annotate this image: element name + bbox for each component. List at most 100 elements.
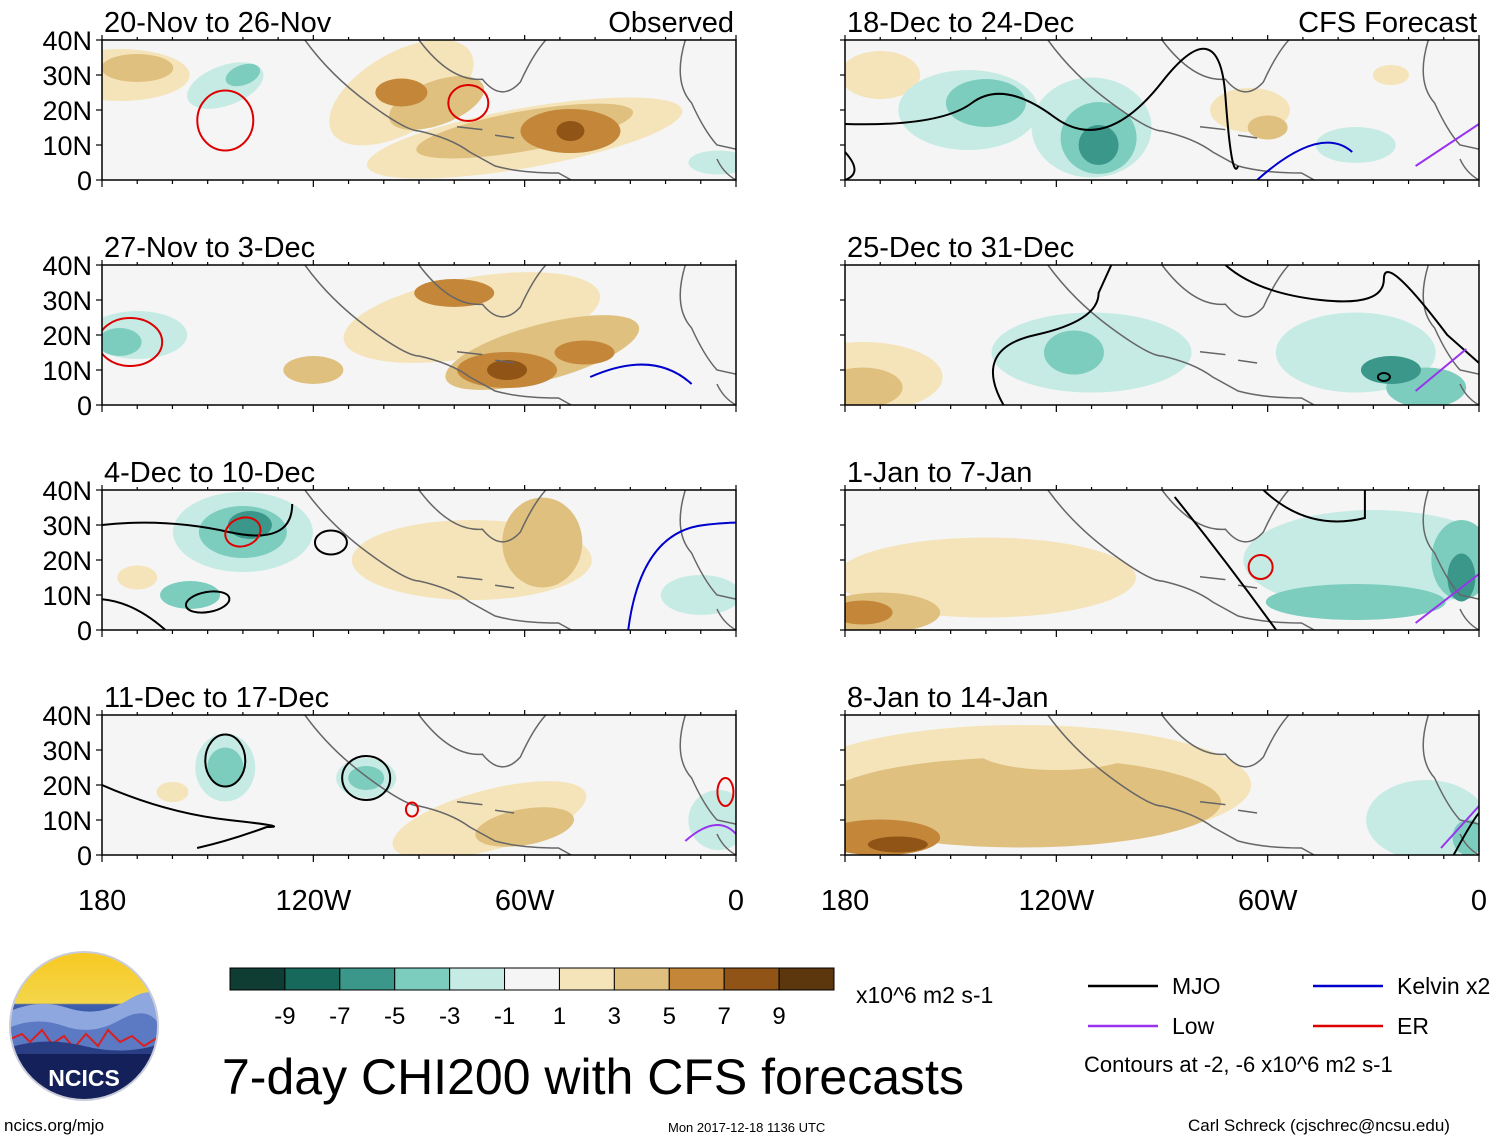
- anomaly-field: [102, 715, 736, 855]
- y-tick-label: 0: [77, 166, 92, 196]
- y-tick-label: 10N: [42, 806, 92, 836]
- chart-panel: 8-Jan to 14-Jan 180 120W 60W 0: [821, 682, 1487, 917]
- contour-line: [404, 801, 419, 818]
- anomaly-region: [867, 836, 928, 853]
- coastline: [304, 715, 736, 855]
- coastline: [304, 265, 736, 405]
- panel-title: 25-Dec to 31-Dec: [847, 232, 1074, 264]
- anomaly-region: [976, 730, 1137, 770]
- ncics-logo: NCICS: [9, 951, 159, 1101]
- anomaly-region: [207, 747, 244, 788]
- chart-panel: 1-Jan to 7-Jan: [840, 457, 1480, 637]
- anomaly-region: [945, 79, 1026, 127]
- y-tick-label: 10N: [42, 131, 92, 161]
- colorbar-swatch: [723, 967, 780, 991]
- coastline: [1047, 40, 1479, 180]
- anomaly-region: [102, 54, 174, 82]
- legend-label: Kelvin x2: [1397, 973, 1490, 999]
- y-tick-label: 20N: [42, 771, 92, 801]
- anomaly-region: [1247, 115, 1288, 140]
- contour-line: [716, 777, 735, 807]
- anomaly-region: [554, 340, 615, 365]
- contour-line: [589, 363, 693, 385]
- x-tick-label: 0: [1471, 885, 1487, 917]
- author-credit: Carl Schreck (cjschrec@ncsu.edu): [1188, 1116, 1450, 1135]
- anomaly-field: [102, 40, 736, 180]
- anomaly-region: [160, 581, 221, 609]
- anomaly-region: [117, 565, 158, 590]
- y-tick-label: 20N: [42, 546, 92, 576]
- chart-panel: 27-Nov to 3-Dec 40N 30N 20N 10N 0: [42, 232, 737, 421]
- legend-label: Low: [1172, 1013, 1215, 1039]
- colorbar-label: -1: [494, 1003, 515, 1030]
- anomaly-region: [1043, 330, 1104, 375]
- y-tick-label: 20N: [42, 321, 92, 351]
- anomaly-region: [688, 150, 736, 175]
- contour-line: [447, 84, 490, 122]
- colorbar-label: 7: [718, 1003, 731, 1030]
- panel-title: 1-Jan to 7-Jan: [847, 457, 1032, 489]
- y-tick-label: 0: [77, 391, 92, 421]
- logo-text: NCICS: [48, 1065, 120, 1091]
- chart-panel: 4-Dec to 10-Dec 40N 30N 20N 10N 0: [42, 457, 737, 646]
- colorbar-swatch: [339, 967, 396, 991]
- y-tick-label: 10N: [42, 356, 92, 386]
- coastline: [1047, 715, 1479, 855]
- panel-source-label: Observed: [608, 7, 734, 39]
- x-tick-label: 0: [728, 885, 744, 917]
- contour-line: [1256, 141, 1353, 180]
- panel-title: 11-Dec to 17-Dec: [104, 682, 329, 714]
- contour-line: [1440, 805, 1479, 849]
- y-tick-label: 10N: [42, 581, 92, 611]
- anomaly-region: [845, 51, 921, 99]
- figure-title: 7-day CHI200 with CFS forecasts: [222, 1049, 964, 1105]
- contour-line: [1414, 573, 1479, 624]
- coastline: [304, 40, 736, 180]
- contour-line: [102, 503, 294, 537]
- contour-line: [1452, 812, 1479, 855]
- anomaly-region: [1447, 553, 1476, 602]
- chart-panel: 20-Nov to 26-Nov Observed 40N 30N 20N 10N 0: [42, 7, 737, 196]
- contour-line: [992, 265, 1113, 405]
- legend-label: MJO: [1172, 973, 1221, 999]
- colorbar-label: -7: [329, 1003, 350, 1030]
- x-tick-label: 120W: [1018, 885, 1094, 917]
- colorbar: -9 -7 -5 -3 -1 1 3 5 7 9: [229, 967, 835, 1030]
- contour-line: [845, 48, 1240, 170]
- anomaly-region: [556, 121, 585, 141]
- contour-line: [1414, 348, 1467, 392]
- contour-line: [1224, 265, 1479, 364]
- anomaly-region: [475, 807, 575, 847]
- x-tick-label: 180: [78, 885, 126, 917]
- anomaly-region: [1315, 127, 1396, 163]
- y-tick-label: 0: [77, 616, 92, 646]
- colorbar-swatch: [449, 967, 506, 991]
- coastline: [1047, 265, 1479, 405]
- colorbar-label: 9: [772, 1003, 785, 1030]
- colorbar-label: 3: [608, 1003, 621, 1030]
- panel-title: 27-Nov to 3-Dec: [104, 232, 315, 264]
- figure-footer: NCICS -9 -7 -5 -3 -1 1 3 5 7 9 x10^6 m2 s-1 7-day…: [0, 930, 1510, 1141]
- anomaly-region: [845, 367, 903, 405]
- anomaly-region: [1078, 125, 1119, 165]
- anomaly-region: [1243, 510, 1479, 610]
- y-tick-label: 30N: [42, 736, 92, 766]
- anomaly-region: [414, 279, 495, 307]
- anomaly-region: [845, 757, 1222, 848]
- contour-line: [1173, 496, 1277, 630]
- anomaly-field: [845, 265, 1479, 405]
- anomaly-region: [660, 575, 736, 615]
- panel-source-label: CFS Forecast: [1298, 7, 1477, 39]
- contour-legend: MJO Kelvin x2 Low ER: [1088, 973, 1490, 1039]
- contour-line: [102, 598, 167, 630]
- coastline: [1047, 490, 1479, 630]
- units-label: x10^6 m2 s-1: [856, 982, 994, 1008]
- y-tick-label: 40N: [42, 701, 92, 731]
- y-tick-label: 0: [77, 841, 92, 871]
- coastline: [304, 490, 736, 630]
- anomaly-region: [502, 497, 583, 588]
- contour-line: [627, 521, 736, 630]
- contour-line: [1247, 554, 1274, 580]
- y-tick-label: 40N: [42, 26, 92, 56]
- site-link[interactable]: ncics.org/mjo: [4, 1116, 105, 1135]
